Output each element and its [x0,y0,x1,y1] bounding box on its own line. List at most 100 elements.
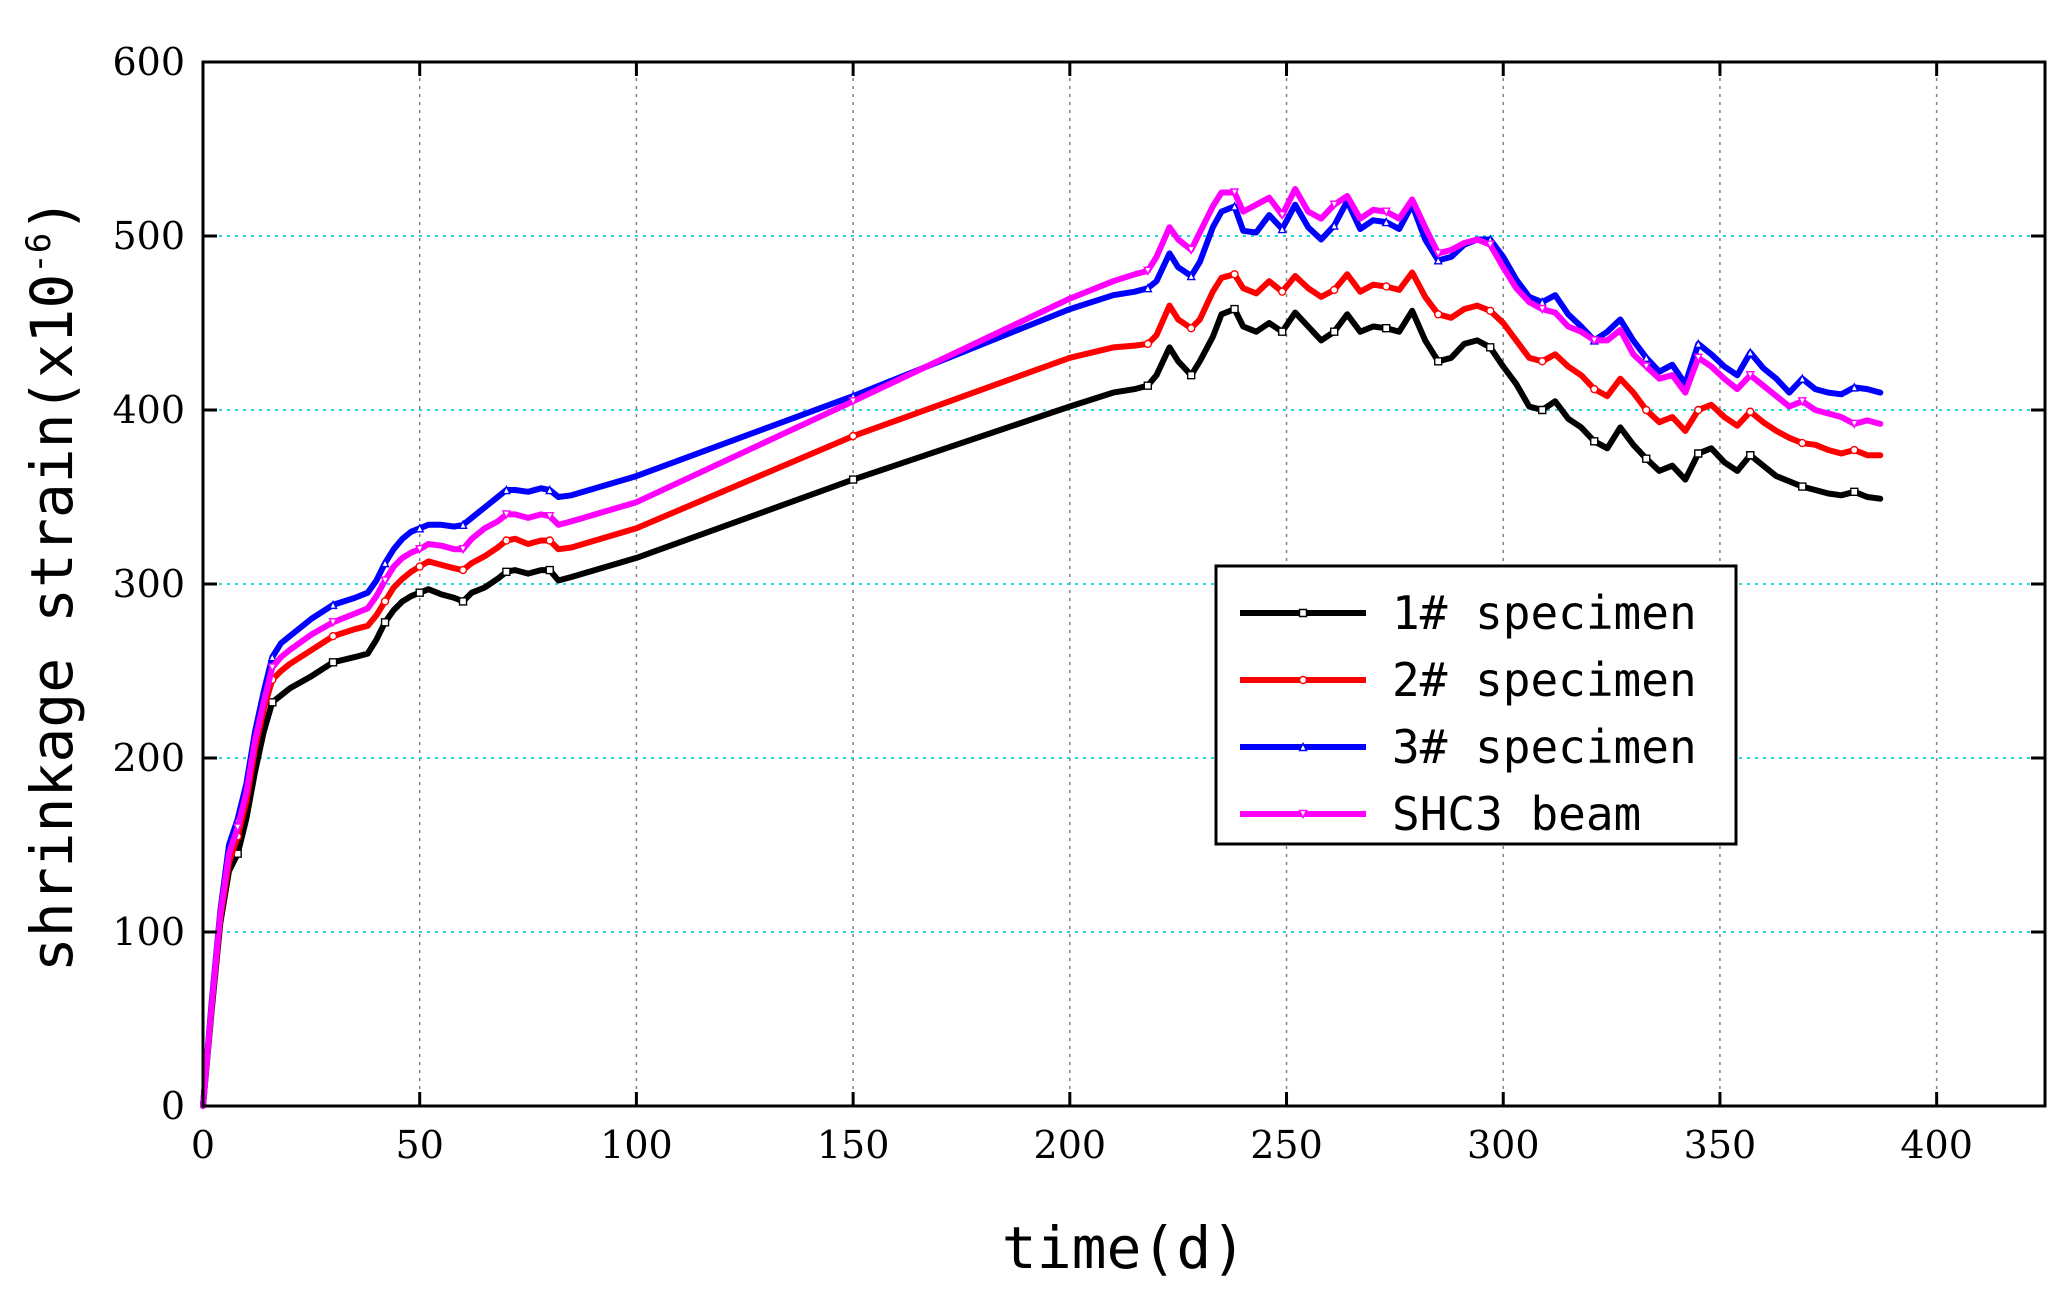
legend-label: 2# specimen [1392,653,1697,707]
data-point [848,475,858,484]
data-point [380,618,390,627]
x-tick-label: 50 [396,1123,444,1167]
data-point [1329,220,1339,230]
y-tick-label: 500 [112,214,185,258]
data-point [1642,454,1651,463]
data-point [1329,200,1339,210]
data-point [1230,270,1239,279]
y-tick-label: 200 [112,736,185,780]
data-point [1381,217,1391,227]
y-axis-title-exponent: -6 [19,233,59,274]
legend-item-shc3-beam: SHC3 beam [1240,787,1641,841]
data-point [1229,188,1240,198]
data-point [1850,487,1859,496]
data-point [1330,327,1339,336]
data-point [1590,384,1599,394]
data-point [545,536,554,545]
data-point [1186,270,1196,281]
data-point [1381,207,1391,217]
data-point [502,567,511,577]
data-point [1330,285,1339,295]
x-tick-label: 300 [1467,1123,1540,1167]
data-point [267,663,277,673]
data-point [545,511,555,522]
data-point [1143,339,1153,349]
data-point [1433,249,1443,259]
x-tick-label: 100 [600,1123,673,1167]
y-tick-label: 400 [112,388,185,432]
data-point [415,588,424,597]
x-tick-label: 150 [817,1123,890,1167]
legend-label: SHC3 beam [1392,787,1641,841]
data-point [1186,371,1196,380]
data-point [1694,449,1703,458]
data-point [1746,407,1755,416]
data-point [1143,266,1153,276]
data-point [1485,240,1495,250]
data-point [1537,304,1547,315]
series-2-specimen [200,269,1884,1109]
data-point [458,565,468,575]
x-tick-label: 350 [1684,1123,1757,1167]
y-axis-title-main: shrinkage strain(x10 [18,274,86,972]
data-point [848,431,858,441]
data-point [1850,445,1859,455]
data-point [1538,357,1547,366]
data-point [1641,362,1651,372]
y-tick-label: 100 [112,910,185,954]
data-point [848,397,858,407]
data-point [458,545,468,555]
y-tick-label: 300 [112,562,185,606]
data-point [380,576,390,586]
data-point [1433,255,1443,265]
data-point [1382,324,1391,333]
data-point [268,698,277,707]
legend-label: 1# specimen [1392,586,1697,640]
legend-item-2-specimen: 2# specimen [1240,653,1697,707]
data-point [1538,405,1547,415]
data-point [1486,306,1495,316]
horizontal-gridlines [203,235,2045,933]
legend-marker [1298,608,1308,618]
data-point [328,599,338,610]
data-point [1745,371,1755,381]
data-point [380,558,390,568]
data-point [1186,245,1196,255]
data-point [1798,438,1807,448]
x-tick-label: 250 [1250,1123,1323,1167]
axis-ticks: 0 50 100 150 200 250 300 350 400 0 100 200 300 400 500… [112,40,2045,1167]
series-line-2-specimen [200,269,1884,1109]
data-point [458,597,468,606]
data-point [501,510,512,520]
data-point [1693,338,1703,349]
x-tick-label: 400 [1900,1123,1973,1167]
data-point [1229,201,1240,211]
data-point [1277,223,1287,234]
y-tick-label: 0 [161,1084,185,1128]
data-point [1277,287,1287,296]
y-axis-title: shrinkage strain(x10-6) [18,198,86,972]
data-point [1745,347,1755,357]
data-point [328,618,338,628]
series-3-specimen [200,198,1884,1109]
series-line-shc3-beam [200,186,1884,1109]
data-point [328,658,338,667]
data-point [267,652,277,662]
legend: 1# specimen 2# specimen 3# specimen SHC3 be… [1214,564,1738,846]
data-point [1230,304,1239,314]
x-tick-label: 200 [1034,1123,1107,1167]
data-point [1486,343,1495,352]
legend-item-1-specimen: 1# specimen [1240,586,1697,640]
data-point [545,484,555,495]
data-point [1277,210,1287,221]
legend-marker [1298,809,1308,820]
data-point [545,565,554,575]
data-point [415,562,424,571]
data-point [1186,324,1196,333]
data-point [1798,482,1807,491]
data-point [1746,451,1755,460]
data-point [1143,381,1153,390]
data-point [1693,353,1703,363]
y-axis-title-close: ) [18,198,86,233]
